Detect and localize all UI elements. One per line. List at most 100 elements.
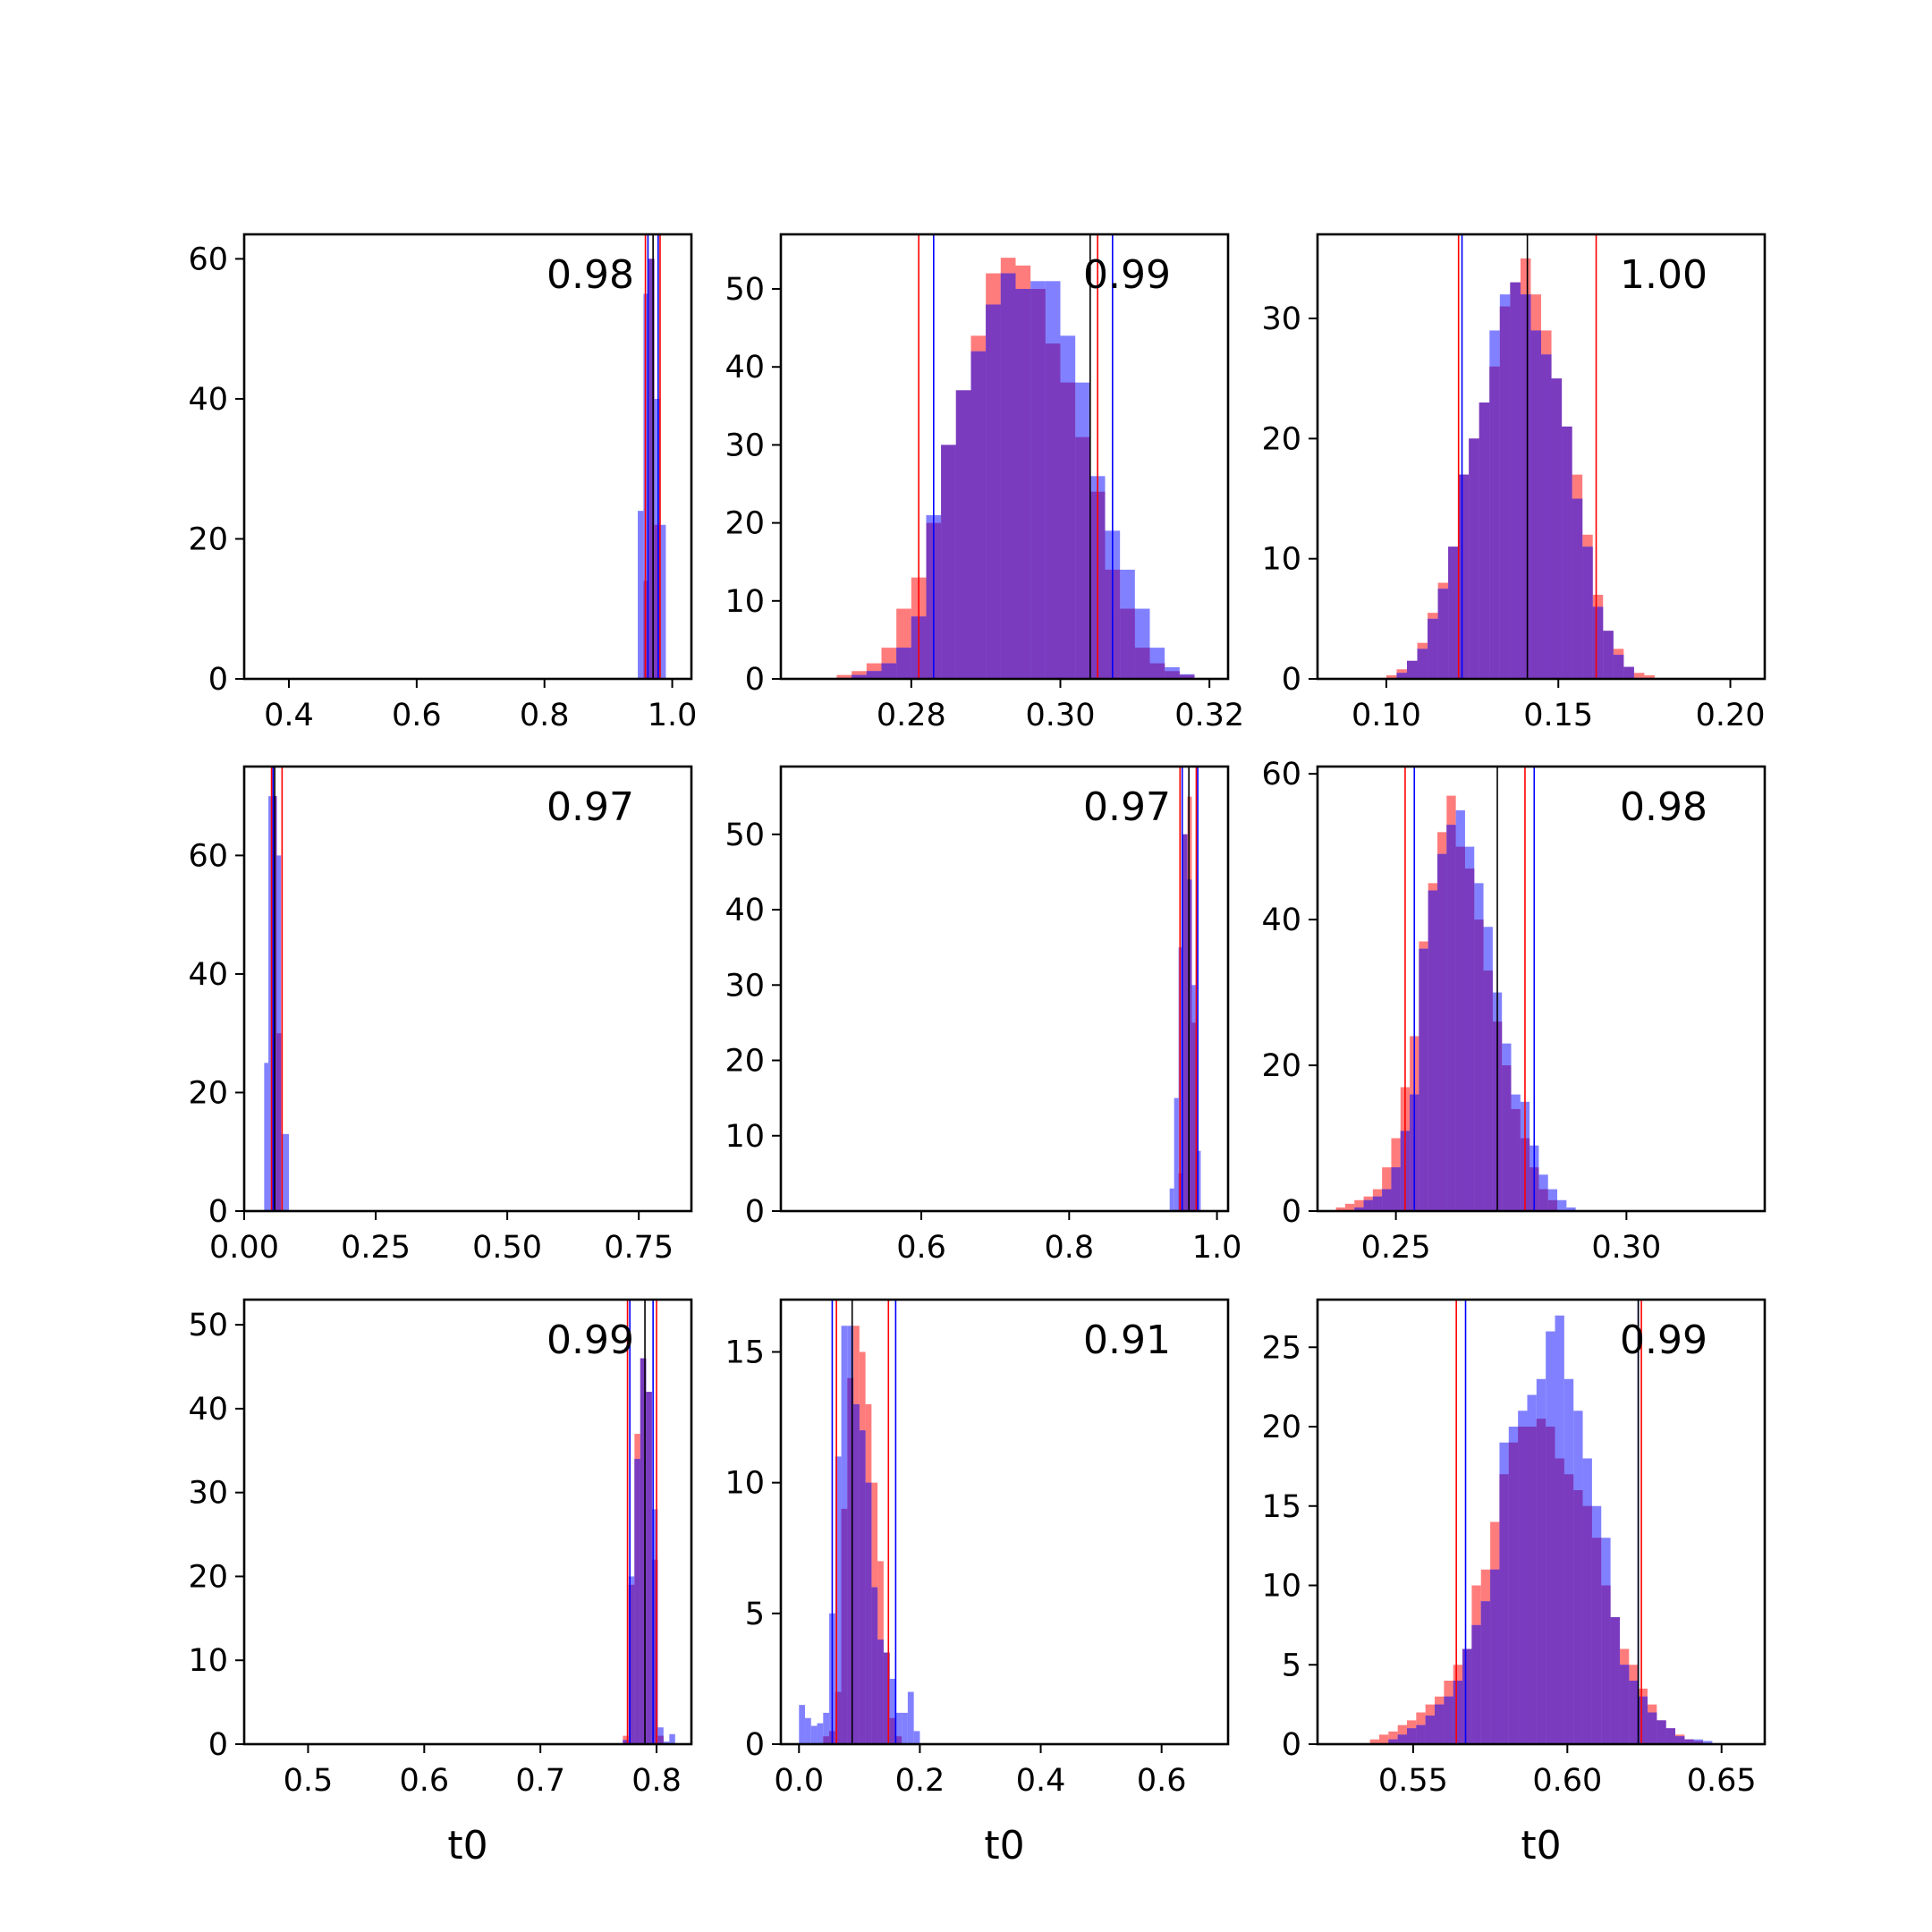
overlap-bar	[1179, 674, 1195, 679]
blue-bar	[889, 1678, 896, 1744]
overlap-bar	[1582, 547, 1593, 679]
x-tick-label: 0.55	[1378, 1763, 1448, 1799]
overlap-bar	[871, 1587, 878, 1744]
overlap-bar	[1419, 948, 1428, 1211]
overlap-bar	[847, 1377, 854, 1744]
blue-bar	[660, 524, 666, 679]
overlap-bar	[648, 258, 655, 679]
overlap-bar	[1416, 1724, 1426, 1744]
overlap-bar	[1396, 673, 1407, 679]
axes-frame	[242, 233, 693, 681]
overlap-bar	[1354, 1207, 1364, 1211]
overlap-bar	[1000, 273, 1016, 679]
overlap-bar	[970, 351, 987, 679]
x-tick-label: 0.25	[1361, 1230, 1431, 1266]
red-bar	[836, 674, 852, 679]
coverage-annotation: 0.91	[1083, 1318, 1171, 1363]
overlap-bar	[1075, 436, 1090, 679]
x-tick-label: 0.30	[1591, 1230, 1661, 1266]
overlap-bar	[1417, 648, 1428, 679]
overlap-bar	[852, 674, 867, 679]
y-tick-label: 50	[188, 1308, 228, 1343]
blue-bar	[823, 1712, 830, 1744]
blue-bar	[810, 1725, 818, 1744]
overlap-bar	[955, 390, 971, 679]
overlap-bar	[1428, 890, 1438, 1211]
x-tick-label: 0.65	[1687, 1763, 1757, 1799]
coverage-annotation: 0.99	[1083, 252, 1171, 298]
overlap-bar	[895, 1736, 902, 1744]
overlap-bar	[1464, 869, 1475, 1211]
histogram-panel-5: 0.6 0.8 1.0 0 10 20 30 40 50 0.97	[724, 765, 1242, 1266]
x-tick-label: 0.6	[392, 698, 442, 733]
overlap-bar	[623, 1740, 629, 1744]
blue-bar	[281, 1133, 289, 1211]
overlap-bar	[634, 1459, 640, 1744]
y-tick-label: 0	[745, 1194, 765, 1230]
y-tick-label: 60	[1261, 757, 1301, 792]
blue-bar	[902, 1712, 908, 1744]
y-tick-label: 20	[1261, 1048, 1301, 1084]
y-tick-label: 10	[1261, 1569, 1301, 1605]
y-tick-label: 10	[724, 1466, 765, 1502]
overlap-bar	[1453, 1681, 1463, 1744]
x-tick-label: 0.4	[264, 698, 314, 733]
overlap-bar	[1178, 1173, 1183, 1211]
axes-frame	[1316, 1298, 1767, 1746]
coverage-annotation: 0.97	[547, 784, 634, 830]
overlap-bar	[1551, 378, 1563, 679]
overlap-bar	[1541, 354, 1552, 679]
overlap-bar	[1149, 663, 1165, 679]
overlap-bar	[1407, 1728, 1417, 1744]
blue-bar	[907, 1691, 914, 1744]
y-tick-label: 50	[724, 272, 765, 308]
overlap-bar	[1502, 1065, 1512, 1211]
y-tick-label: 20	[188, 1075, 228, 1111]
y-tick-label: 5	[1282, 1648, 1301, 1683]
coverage-annotation: 0.98	[1620, 784, 1707, 830]
y-tick-label: 0	[208, 662, 228, 698]
y-tick-label: 10	[724, 584, 765, 620]
y-tick-label: 0	[745, 662, 765, 698]
x-axis-label: t0	[984, 1823, 1024, 1868]
x-tick-label: 0.20	[1696, 698, 1766, 733]
x-tick-label: 1.0	[648, 698, 698, 733]
histogram-panel-8: 0.0 0.2 0.4 0.6 0 5 10 15 0.91 t0	[724, 1298, 1230, 1868]
blue-bar	[669, 1733, 675, 1744]
blue-bar	[1178, 947, 1183, 1211]
x-tick-label: 0.6	[1137, 1763, 1187, 1799]
overlap-bar	[1455, 846, 1465, 1211]
x-tick-label: 1.0	[1192, 1230, 1242, 1266]
overlap-bar	[1573, 1490, 1583, 1744]
overlap-bar	[1483, 970, 1493, 1211]
overlap-bar	[1187, 879, 1192, 1211]
x-tick-label: 0.32	[1174, 698, 1244, 733]
blue-bar	[268, 796, 273, 1211]
x-tick-label: 0.50	[472, 1230, 542, 1266]
overlap-bar	[1045, 343, 1061, 679]
overlap-bar	[1489, 366, 1500, 679]
y-tick-label: 15	[1261, 1489, 1301, 1525]
overlap-bar	[1610, 1617, 1620, 1744]
overlap-bar	[1591, 1538, 1602, 1744]
overlap-bar	[1619, 1665, 1630, 1744]
overlap-bar	[1015, 289, 1031, 679]
y-tick-label: 20	[724, 506, 765, 542]
overlap-bar	[853, 1403, 860, 1744]
overlap-bar	[1372, 1196, 1383, 1211]
axes-frame	[242, 1298, 693, 1746]
overlap-bar	[1623, 666, 1634, 679]
overlap-bar	[1684, 1739, 1694, 1744]
y-tick-label: 10	[1261, 542, 1301, 578]
overlap-bar	[1582, 1505, 1592, 1744]
overlap-bar	[841, 1508, 848, 1744]
y-tick-label: 60	[188, 242, 228, 277]
overlap-bar	[1363, 1199, 1373, 1211]
y-tick-label: 20	[1261, 1410, 1301, 1445]
overlap-bar	[628, 1584, 635, 1744]
overlap-bar	[835, 1691, 842, 1744]
axes-frame	[779, 765, 1230, 1213]
overlap-bar	[1435, 1704, 1445, 1744]
overlap-bar	[1572, 498, 1583, 679]
overlap-bar	[1592, 606, 1604, 679]
